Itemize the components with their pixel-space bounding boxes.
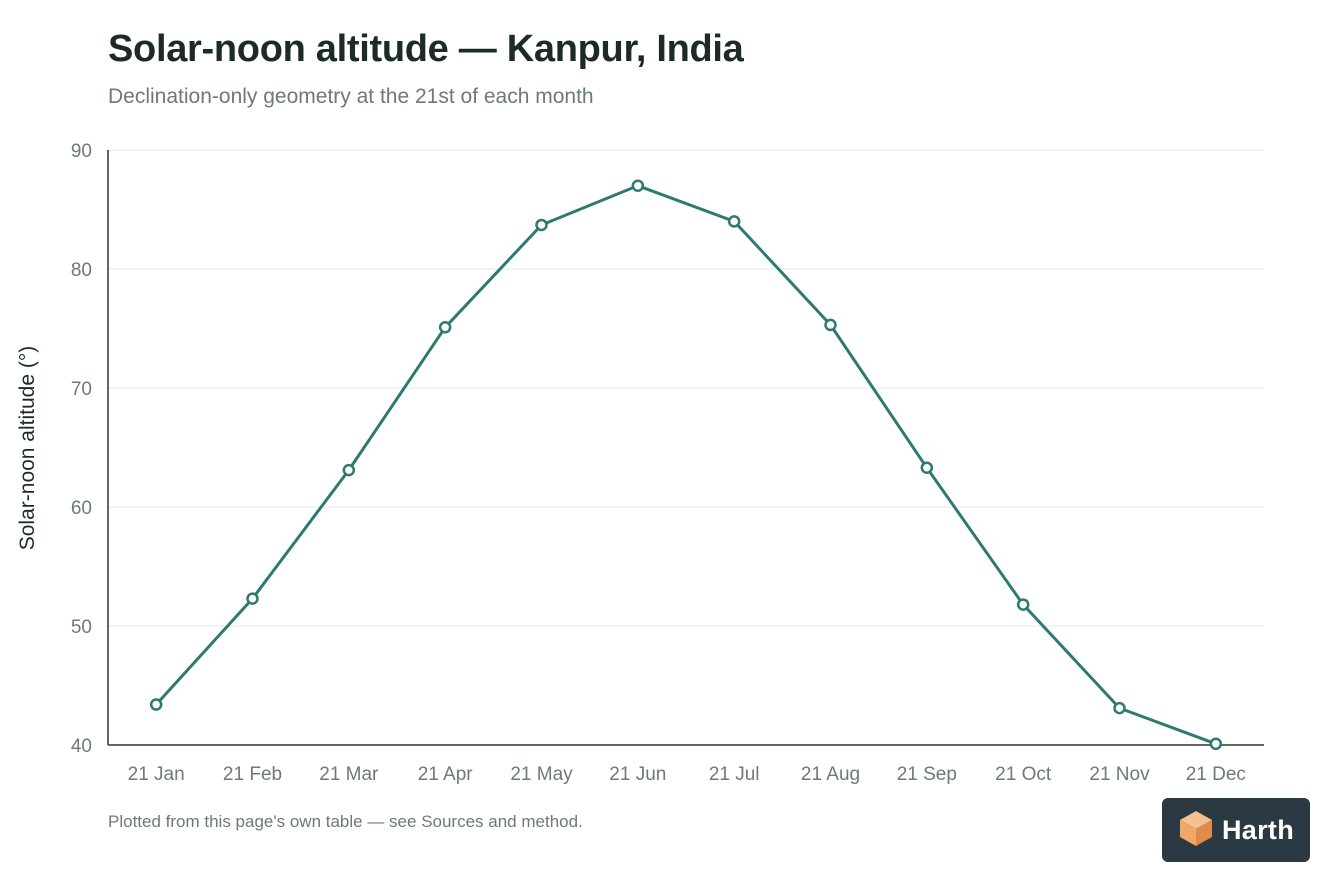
source-footnote: Plotted from this page's own table — see… bbox=[108, 812, 583, 831]
harth-logo: Harth bbox=[1162, 798, 1310, 862]
x-tick-label-3: 21 Apr bbox=[418, 764, 474, 785]
y-tick-label-50: 50 bbox=[71, 617, 92, 638]
grid-lines bbox=[108, 149, 1264, 627]
data-point-21-oct bbox=[1016, 598, 1030, 611]
y-tick-label-90: 90 bbox=[71, 141, 92, 162]
x-tick-label-7: 21 Aug bbox=[801, 764, 860, 785]
data-point-21-jan bbox=[149, 698, 163, 711]
y-tick-label-40: 40 bbox=[71, 736, 92, 757]
x-tick-label-4: 21 May bbox=[510, 764, 573, 785]
x-tick-label-6: 21 Jul bbox=[709, 764, 760, 785]
brand-name: Harth bbox=[1222, 814, 1295, 845]
cube-icon bbox=[1176, 808, 1216, 853]
data-point-21-jun bbox=[631, 179, 645, 192]
x-tick-label-2: 21 Mar bbox=[319, 764, 379, 785]
chart-subtitle: Declination-only geometry at the 21st of… bbox=[108, 85, 594, 108]
series-line bbox=[154, 184, 1218, 746]
x-tick-label-5: 21 Jun bbox=[609, 764, 666, 785]
data-point-21-apr bbox=[438, 321, 452, 334]
data-point-21-sep bbox=[920, 461, 934, 474]
x-tick-label-10: 21 Nov bbox=[1089, 764, 1150, 785]
x-tick-label-0: 21 Jan bbox=[128, 764, 185, 785]
data-markers bbox=[149, 179, 1223, 751]
series-line-0 bbox=[154, 184, 1218, 746]
x-tick-label-1: 21 Feb bbox=[223, 764, 282, 785]
y-axis-label: Solar-noon altitude (°) bbox=[16, 345, 39, 551]
data-point-21-jul bbox=[727, 215, 741, 228]
data-point-21-mar bbox=[342, 463, 356, 477]
x-tick-label-9: 21 Oct bbox=[995, 764, 1052, 785]
y-tick-label-80: 80 bbox=[71, 260, 92, 281]
data-point-21-feb bbox=[246, 592, 259, 605]
x-tick-label-8: 21 Sep bbox=[897, 764, 957, 785]
chart-title: Solar-noon altitude — Kanpur, India bbox=[108, 28, 744, 70]
y-tick-label-60: 60 bbox=[71, 498, 92, 519]
x-tick-labels: 21 Jan 21 Feb 21 Mar 21 Apr 21 May 21 Jun 21 J… bbox=[128, 764, 1246, 785]
y-tick-label-70: 70 bbox=[71, 379, 92, 400]
data-point-21-aug bbox=[824, 318, 837, 332]
axes bbox=[107, 150, 1264, 746]
data-point-21-nov bbox=[1113, 701, 1126, 715]
y-tick-labels: 40 50 60 70 80 90 bbox=[71, 141, 92, 757]
data-point-21-may bbox=[535, 218, 548, 232]
data-point-21-dec bbox=[1209, 737, 1223, 751]
x-tick-label-11: 21 Dec bbox=[1186, 764, 1246, 785]
